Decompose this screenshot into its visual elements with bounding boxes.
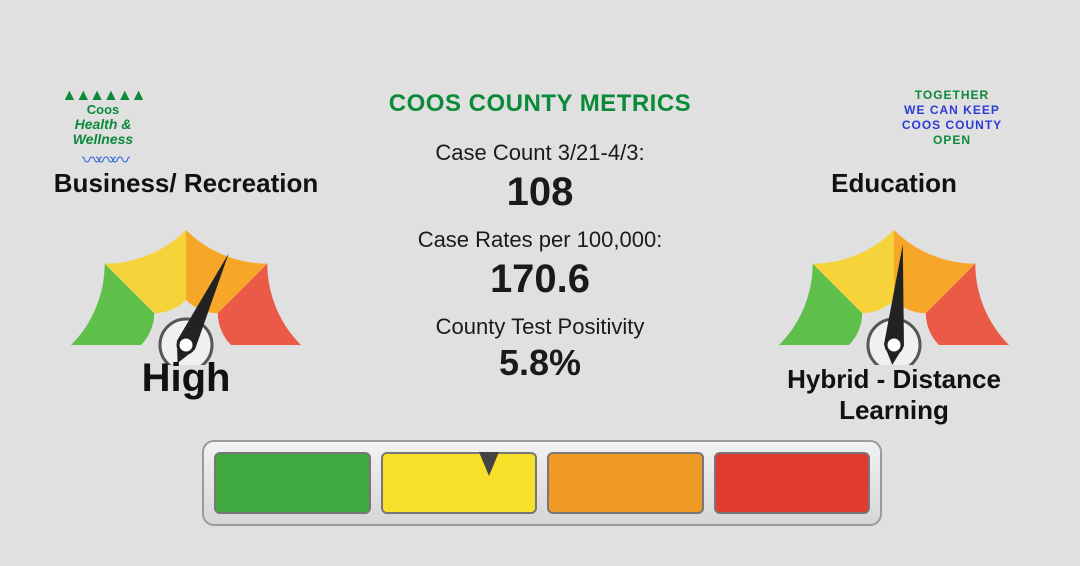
risk-pointer-icon — [479, 452, 499, 476]
risk-bar-cell — [381, 452, 538, 514]
case-count-label: Case Count 3/21-4/3: — [0, 140, 1080, 166]
gauge-icon — [56, 205, 316, 365]
gauge-business-recreation: Business/ Recreation High — [36, 168, 336, 401]
gauge-education: Education Hybrid - Distance Learning — [744, 168, 1044, 426]
risk-bar-cell — [714, 452, 871, 514]
risk-bar — [202, 440, 882, 526]
page-title: COOS COUNTY METRICS — [0, 90, 1080, 118]
risk-bar-cell — [547, 452, 704, 514]
gauge-header: Business/ Recreation — [36, 168, 336, 199]
gauge-status: Hybrid - Distance Learning — [744, 364, 1044, 426]
gauge-icon — [764, 205, 1024, 365]
gauge-header: Education — [744, 168, 1044, 199]
risk-bar-cell — [214, 452, 371, 514]
